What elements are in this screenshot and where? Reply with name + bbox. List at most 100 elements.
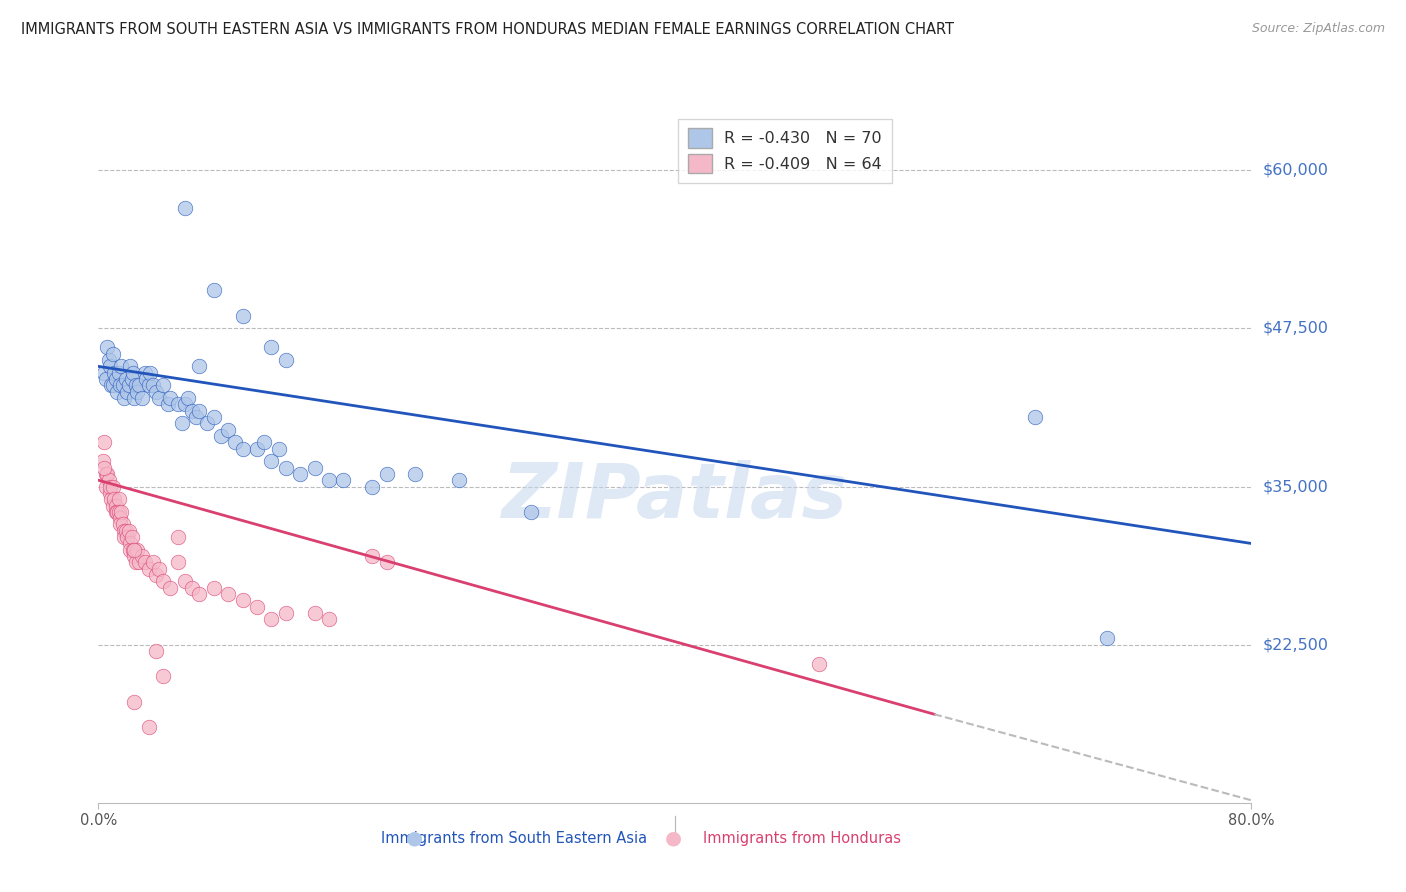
Point (110, 505, 132, 519)
Point (97, 353, 120, 368)
Text: Source: ZipAtlas.com: Source: ZipAtlas.com (1251, 22, 1385, 36)
Point (145, 384, 167, 399)
Point (94, 372, 117, 386)
Point (105, 384, 128, 399)
Point (100, 492, 122, 507)
Point (202, 581, 225, 595)
Text: $22,500: $22,500 (1263, 637, 1329, 652)
Point (166, 397, 188, 411)
Point (361, 549, 384, 563)
Point (145, 568, 167, 582)
Point (246, 599, 269, 614)
Point (186, 409, 208, 424)
Point (91, 454, 114, 468)
Point (94, 467, 117, 481)
Point (807, 657, 830, 671)
Point (202, 284, 225, 298)
Point (111, 517, 134, 532)
Point (122, 366, 145, 380)
Point (152, 378, 174, 392)
Point (217, 587, 239, 601)
Point (231, 442, 254, 456)
Point (138, 562, 160, 576)
Point (156, 397, 179, 411)
Point (101, 378, 124, 392)
Point (108, 378, 131, 392)
Point (135, 372, 157, 386)
Point (260, 612, 283, 626)
Point (128, 556, 150, 570)
Point (118, 378, 141, 392)
Point (103, 492, 125, 507)
Point (166, 556, 188, 570)
Point (131, 549, 153, 563)
Point (231, 309, 254, 323)
Point (177, 391, 200, 405)
Point (108, 517, 131, 532)
Point (124, 549, 146, 563)
Point (217, 423, 239, 437)
Point (159, 581, 181, 595)
Point (267, 442, 290, 456)
Point (114, 372, 136, 386)
Point (152, 669, 174, 683)
Point (375, 556, 398, 570)
Point (274, 460, 297, 475)
Point (124, 695, 146, 709)
Point (98, 479, 121, 493)
Point (104, 372, 127, 386)
Point (127, 384, 149, 399)
Point (131, 391, 153, 405)
Point (148, 391, 170, 405)
Point (93, 460, 115, 475)
Point (447, 473, 470, 487)
Point (195, 417, 218, 431)
Point (318, 612, 340, 626)
Point (1097, 632, 1119, 646)
Point (361, 479, 384, 493)
Point (103, 366, 125, 380)
Legend: R = -0.430   N = 70, R = -0.409   N = 64: R = -0.430 N = 70, R = -0.409 N = 64 (678, 119, 891, 183)
Point (253, 435, 276, 450)
Point (139, 366, 162, 380)
Point (96, 467, 118, 481)
Text: Immigrants from South Eastern Asia: Immigrants from South Eastern Asia (381, 831, 647, 846)
Point (97, 473, 120, 487)
Point (188, 359, 211, 374)
Point (209, 429, 232, 443)
Text: $47,500: $47,500 (1263, 321, 1329, 336)
Point (246, 442, 269, 456)
Point (188, 587, 211, 601)
Text: ●: ● (406, 829, 423, 848)
Point (142, 378, 165, 392)
Point (127, 542, 149, 557)
Point (170, 417, 193, 431)
Point (124, 542, 146, 557)
Point (117, 384, 138, 399)
Point (120, 542, 142, 557)
Point (108, 511, 131, 525)
Point (304, 460, 326, 475)
Point (375, 467, 398, 481)
Point (174, 397, 197, 411)
Point (274, 606, 297, 620)
Point (121, 530, 143, 544)
Point (94, 479, 117, 493)
Point (260, 340, 283, 354)
Point (110, 359, 132, 374)
Point (117, 530, 138, 544)
Point (104, 499, 127, 513)
Point (112, 524, 135, 538)
Point (101, 479, 124, 493)
Point (120, 536, 142, 550)
Point (290, 467, 312, 481)
Point (145, 644, 167, 658)
Point (111, 378, 134, 392)
Point (122, 542, 145, 557)
Point (318, 473, 340, 487)
Point (274, 353, 297, 368)
Point (138, 378, 160, 392)
Point (174, 201, 197, 215)
Point (120, 359, 142, 374)
Point (138, 720, 160, 734)
